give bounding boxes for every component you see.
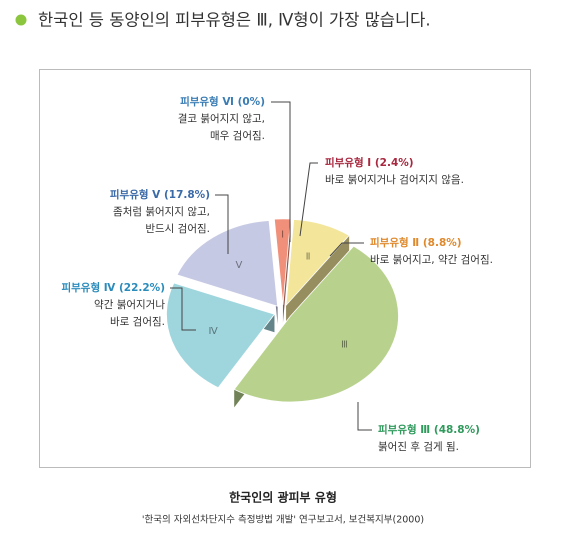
value-label: (0%) — [238, 96, 265, 108]
value-label: (22.2%) — [119, 282, 165, 294]
leader-line — [170, 287, 196, 331]
slice-label: Ⅰ — [281, 229, 284, 240]
callout-title: 피부유형 Ⅲ (48.8%) — [378, 423, 480, 436]
callout-description: 반드시 검어짐. — [145, 223, 210, 235]
slice-label: Ⅱ — [306, 252, 311, 263]
category-label: 피부유형 Ⅰ — [325, 156, 371, 169]
leader-line — [357, 402, 372, 431]
category-label: 피부유형 Ⅱ — [370, 236, 419, 249]
slice — [273, 218, 292, 305]
callout-description: 바로 검어짐. — [110, 316, 165, 328]
slice — [233, 245, 399, 403]
slice-label: Ⅳ — [208, 326, 218, 337]
callout-title: 피부유형 Ⅴ (17.8%) — [110, 188, 210, 201]
leader-line — [299, 162, 318, 237]
slice — [166, 282, 276, 389]
slice-label: Ⅴ — [236, 260, 243, 271]
chart-title: 한국인의 광피부 유형 — [229, 490, 337, 505]
value-label: (8.8%) — [423, 237, 462, 249]
slice — [176, 220, 279, 307]
bullet — [15, 14, 27, 26]
callout-description: 좀처럼 붉어지지 않고, — [113, 205, 210, 218]
category-label: 피부유형 Ⅵ — [180, 95, 234, 108]
category-label: 피부유형 Ⅳ — [61, 281, 115, 294]
callout-description: 붉어진 후 검게 됨. — [378, 441, 459, 453]
callout-description: 매우 검어짐. — [210, 130, 265, 142]
category-label: 피부유형 Ⅲ — [378, 423, 430, 436]
callout-title: 피부유형 Ⅱ (8.8%) — [370, 236, 462, 249]
value-label: (2.4%) — [375, 157, 414, 169]
value-label: (48.8%) — [434, 424, 480, 436]
callout-description: 바로 붉어지거나 검어지지 않음. — [325, 174, 464, 186]
leader-line — [271, 101, 291, 242]
value-label: (17.8%) — [164, 189, 210, 201]
slice-label: Ⅲ — [341, 340, 348, 351]
pie — [166, 218, 399, 420]
chart-source: '한국의 자외선차단지수 측정방법 개발' 연구보고서, 보건복지부(2000) — [142, 514, 424, 526]
callout-description: 약간 붉어지거나 — [94, 299, 165, 311]
callout-title: 피부유형 Ⅳ (22.2%) — [61, 281, 165, 294]
header-title: 한국인 등 동양인의 피부유형은 Ⅲ, Ⅳ형이 가장 많습니다. — [38, 11, 431, 30]
callout-description: 결코 붉어지지 않고, — [178, 113, 265, 125]
leader-line — [329, 242, 364, 257]
leader-line — [215, 194, 229, 254]
callout-description: 바로 붉어지고, 약간 검어짐. — [370, 254, 493, 266]
callout-title: 피부유형 Ⅵ (0%) — [180, 95, 265, 108]
slice — [285, 219, 350, 307]
category-label: 피부유형 Ⅴ — [110, 188, 161, 201]
callout-title: 피부유형 Ⅰ (2.4%) — [325, 156, 414, 169]
